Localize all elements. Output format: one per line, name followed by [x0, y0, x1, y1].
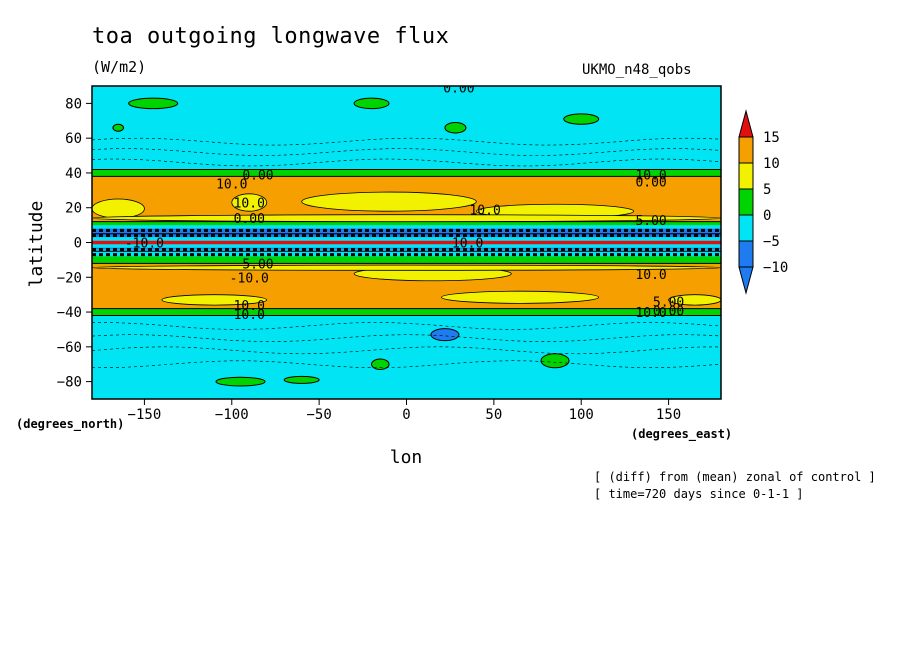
contour-label: 10.0 [452, 237, 483, 252]
negative-contour [92, 346, 721, 355]
y-tick-label: −20 [57, 270, 82, 286]
yellow-patch [441, 290, 600, 304]
negative-contour [92, 148, 721, 156]
green-blob [563, 113, 600, 125]
contour-label: 10.0 [635, 306, 666, 321]
y-tick-label: −80 [57, 375, 82, 391]
y-tick-label: 40 [65, 166, 82, 182]
x-tick-label: −150 [128, 407, 162, 423]
contour-label: 10.0 [234, 299, 265, 314]
negative-contour [92, 322, 721, 330]
y-tick-label: −40 [57, 305, 82, 321]
negative-contour [92, 158, 721, 167]
green-blob [353, 97, 390, 110]
green-blob [283, 375, 320, 384]
note-line-1: [ (diff) from (mean) zonal of control ] [594, 470, 876, 484]
colorbar-segment [738, 188, 754, 216]
x-axis: −150 −100 −50 0 50 100 150 [128, 399, 681, 423]
green-blob [444, 122, 467, 134]
y-units-label: (degrees_north) [16, 417, 124, 432]
colorbar-label: 0 [763, 208, 771, 224]
chart-title: toa outgoing longwave flux [92, 24, 450, 49]
contour-label: 0.00 [242, 169, 273, 184]
x-units-label: (degrees_east) [631, 427, 732, 442]
colorbar: 15 10 5 0 −5 −10 [738, 109, 788, 295]
contour-label: 10.0 [234, 197, 265, 212]
contour-label: 0.00 [635, 176, 666, 191]
yellow-patch [92, 264, 721, 271]
x-tick-label: 50 [485, 407, 502, 423]
model-name: UKMO_n48_qobs [582, 62, 692, 78]
contour-label: -10.0 [125, 237, 164, 252]
colorbar-segment [738, 136, 754, 164]
colorbar-label: −10 [763, 260, 788, 276]
colorbar-label: −5 [763, 234, 780, 250]
contour-label: 5.00 [242, 257, 273, 272]
contour-label: 10.0 [469, 203, 500, 218]
band-sh-green-outer [92, 308, 721, 316]
colorbar-segment [738, 162, 754, 190]
contour-label: 10.0 [635, 169, 666, 184]
contour-label: 0.00 [443, 82, 474, 97]
x-tick-label: −50 [306, 407, 331, 423]
x-tick-label: 150 [656, 407, 681, 423]
contour-label: 0.00 [653, 304, 684, 319]
note-line-2: [ time=720 days since 0-1-1 ] [594, 487, 804, 501]
negative-contour [92, 137, 721, 146]
yellow-patch [668, 294, 721, 306]
yellow-patch [231, 193, 268, 212]
x-axis-label: lon [390, 447, 423, 468]
colorbar-label: 15 [763, 130, 780, 146]
band-eq-red [92, 240, 721, 245]
y-tick-label: 80 [65, 96, 82, 112]
colorbar-label: 5 [763, 182, 771, 198]
contour-label: -10.0 [230, 271, 269, 286]
colorbar-segment [738, 214, 754, 242]
band-sh-green [92, 256, 721, 267]
colorbar-segment [738, 240, 754, 268]
green-blob [371, 358, 390, 370]
contour-label: 10.0 [635, 268, 666, 283]
band-sh-cyan [92, 249, 721, 260]
y-axis: −80 −60 −40 −20 0 20 40 60 80 [57, 96, 92, 391]
green-blob [540, 353, 570, 369]
y-tick-label: 60 [65, 131, 82, 147]
x-tick-label: 100 [569, 407, 594, 423]
chart-units: (W/m2) [92, 58, 147, 76]
contour-label: 10.0 [216, 177, 247, 192]
yellow-patch [301, 191, 477, 212]
x-tick-label: 0 [402, 407, 410, 423]
yellow-patch [92, 214, 721, 223]
contour-label: 0.00 [234, 212, 265, 227]
yellow-patch [161, 294, 268, 306]
y-tick-label: −60 [57, 340, 82, 356]
green-blob [128, 97, 179, 110]
colorbar-extend-top [738, 109, 754, 138]
colorbar-label: 10 [763, 156, 780, 172]
y-tick-label: 0 [74, 236, 82, 252]
y-axis-label: latitude [26, 201, 47, 288]
x-tick-label: −100 [215, 407, 249, 423]
y-tick-label: 20 [65, 201, 82, 217]
negative-contour [92, 360, 721, 369]
green-blob [215, 376, 266, 387]
contour-label: 5.00 [653, 296, 684, 311]
band-nh-green [92, 169, 721, 177]
yellow-patch [92, 198, 145, 219]
band-nh-blue [92, 228, 721, 238]
contour-label: 10.0 [234, 308, 265, 323]
colorbar-extend-bottom [738, 266, 754, 295]
green-blob [112, 123, 124, 132]
negative-contour [92, 334, 721, 342]
contour-label: 5.00 [635, 214, 666, 229]
blue-blob [430, 328, 460, 342]
